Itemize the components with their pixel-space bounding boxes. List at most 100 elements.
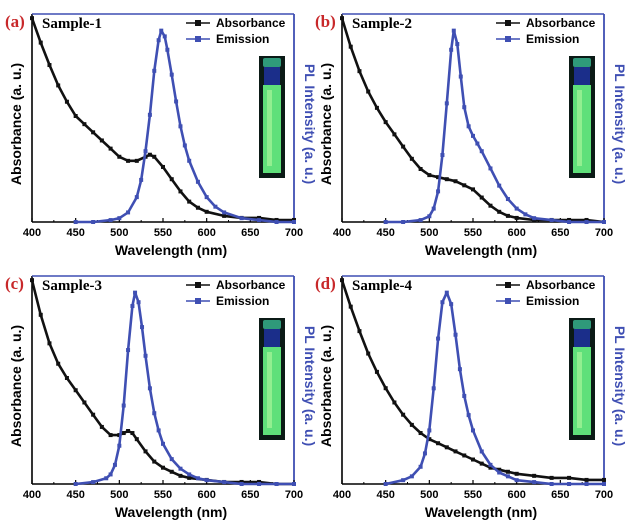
data-point — [143, 449, 148, 454]
series-line-absorbance — [30, 278, 296, 486]
data-point — [133, 290, 138, 295]
cuvette-glow — [267, 90, 272, 166]
data-point — [348, 304, 353, 309]
data-point — [475, 141, 480, 146]
cuvette-cap — [263, 58, 281, 67]
data-point — [117, 154, 122, 159]
data-point — [187, 199, 192, 204]
x-tick-label: 650 — [551, 227, 569, 239]
data-point — [458, 74, 463, 79]
cuvette-cap — [263, 320, 281, 329]
data-point — [239, 479, 244, 484]
data-point — [453, 332, 458, 337]
legend-marker — [195, 282, 201, 288]
data-point — [471, 428, 475, 433]
data-point — [401, 478, 406, 483]
x-tick-label: 550 — [154, 227, 172, 239]
legend-label: Emission — [216, 294, 269, 308]
data-point — [602, 477, 606, 482]
data-point — [121, 431, 126, 436]
data-point — [532, 473, 537, 478]
x-tick-label: 450 — [376, 489, 394, 501]
series-line-emission — [384, 291, 606, 486]
data-point — [514, 478, 519, 483]
data-point — [549, 475, 554, 480]
data-point — [56, 361, 61, 366]
data-point — [431, 206, 436, 211]
data-point — [462, 453, 467, 458]
data-point — [257, 218, 262, 223]
cuvette-glow — [267, 352, 272, 428]
x-tick-label: 700 — [285, 227, 303, 239]
data-point — [436, 189, 441, 194]
x-tick-label: 600 — [507, 227, 525, 239]
data-point — [73, 388, 78, 393]
data-point — [374, 369, 379, 374]
legend-marker — [505, 282, 511, 288]
cuvette-photo — [569, 318, 595, 440]
data-point — [152, 411, 157, 416]
data-point — [159, 28, 164, 33]
data-point — [126, 348, 131, 353]
data-point — [134, 158, 139, 163]
data-point — [274, 482, 279, 486]
data-point — [161, 164, 165, 169]
data-point — [457, 367, 462, 372]
data-point — [47, 341, 52, 346]
data-point — [169, 469, 174, 474]
data-point — [471, 187, 475, 192]
data-point — [340, 16, 344, 21]
data-point — [213, 204, 218, 209]
data-point — [466, 124, 471, 129]
panel-label: (d) — [315, 274, 336, 293]
legend-marker — [195, 36, 201, 42]
data-point — [453, 179, 458, 184]
x-tick-label: 600 — [197, 489, 215, 501]
data-point — [440, 300, 445, 305]
data-point — [453, 449, 458, 454]
data-point — [532, 216, 537, 221]
data-point — [30, 16, 34, 21]
legend-label: Absorbance — [216, 16, 286, 30]
y-axis-title-right: PL Intensity (a. u.) — [612, 326, 626, 446]
x-tick-label: 650 — [241, 227, 259, 239]
x-tick-label: 650 — [241, 489, 259, 501]
data-point — [497, 183, 502, 188]
data-point — [427, 437, 432, 442]
data-point — [455, 42, 460, 47]
data-point — [38, 312, 43, 317]
data-point — [222, 480, 227, 485]
data-point — [348, 44, 353, 49]
data-point — [444, 445, 449, 450]
series-line-absorbance — [340, 16, 606, 224]
data-point — [602, 482, 606, 486]
data-point — [422, 451, 427, 456]
x-tick-label: 500 — [110, 227, 128, 239]
data-point — [257, 479, 262, 484]
chart-panel-4: 400 450 500 550 600 650 700 Wavelength (nm) Abso… — [315, 274, 626, 520]
panel-label: (a) — [5, 12, 25, 31]
data-point — [274, 217, 279, 222]
data-point — [187, 475, 192, 480]
data-point — [427, 214, 432, 219]
x-tick-label: 400 — [23, 489, 41, 501]
data-point — [47, 63, 52, 68]
x-axis-title: Wavelength (nm) — [115, 242, 227, 258]
data-point — [174, 99, 179, 104]
x-tick-label: 700 — [285, 489, 303, 501]
legend-label: Emission — [526, 32, 579, 46]
data-point — [257, 482, 262, 486]
data-point — [104, 476, 109, 481]
data-point — [466, 413, 471, 418]
y-axis-title: Absorbance (a. u.) — [8, 325, 24, 447]
legend-marker — [195, 20, 201, 26]
data-point — [392, 132, 397, 137]
chart-panel-3: 400 450 500 550 600 650 700 Wavelength (nm) Abso… — [5, 274, 318, 520]
y-axis-title-right: PL Intensity (a. u.) — [302, 64, 318, 184]
x-tick-label: 400 — [23, 227, 41, 239]
data-point — [497, 209, 502, 214]
data-point — [479, 195, 484, 200]
data-point — [514, 206, 519, 211]
data-point — [418, 464, 423, 469]
data-point — [383, 482, 388, 486]
